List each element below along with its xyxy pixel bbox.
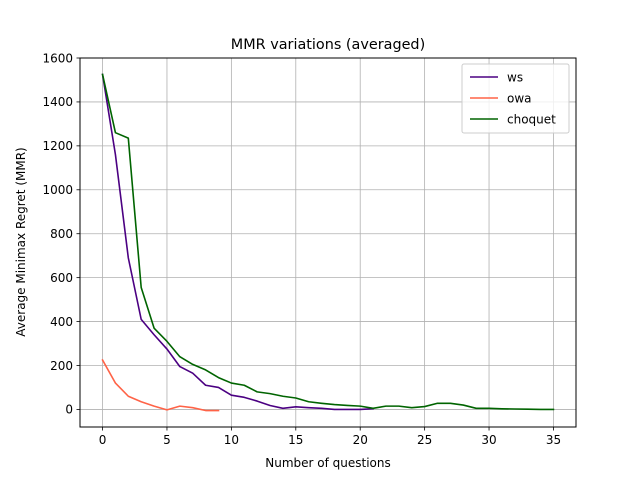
series-layer xyxy=(101,73,555,412)
x-tick-label: 30 xyxy=(481,433,496,447)
y-tick-label: 1600 xyxy=(42,51,73,65)
y-tick-label: 800 xyxy=(50,227,73,241)
x-tick-label: 35 xyxy=(546,433,561,447)
y-tick-label: 1000 xyxy=(42,183,73,197)
legend-label-owa: owa xyxy=(507,91,532,105)
legend: ws owa choquet xyxy=(461,63,570,134)
x-tick-label: 0 xyxy=(99,433,107,447)
series-line-owa xyxy=(101,358,220,412)
chart-title: MMR variations (averaged) xyxy=(231,37,425,53)
x-tick-label: 25 xyxy=(417,433,432,447)
legend-box xyxy=(461,63,570,134)
y-tick-label: 400 xyxy=(50,315,73,329)
y-axis: 0 200 400 600 800 1000 1200 1400 1600 xyxy=(42,51,80,417)
y-tick-label: 1400 xyxy=(42,95,73,109)
y-tick-label: 200 xyxy=(50,359,73,373)
legend-label-choquet: choquet xyxy=(507,112,556,126)
x-tick-label: 5 xyxy=(163,433,171,447)
plot-frame xyxy=(79,57,577,428)
x-tick-label: 10 xyxy=(224,433,239,447)
y-tick-label: 0 xyxy=(65,403,73,417)
legend-label-ws: ws xyxy=(507,70,523,84)
series-line-ws xyxy=(101,73,374,411)
x-axis: 0 5 10 15 20 25 30 35 xyxy=(99,427,561,447)
y-axis-label: Average Minimax Regret (MMR) xyxy=(14,147,28,336)
x-tick-label: 20 xyxy=(353,433,368,447)
series-line-choquet xyxy=(101,73,555,411)
x-tick-label: 15 xyxy=(288,433,303,447)
x-axis-label: Number of questions xyxy=(265,456,391,470)
y-tick-label: 600 xyxy=(50,271,73,285)
y-tick-label: 1200 xyxy=(42,139,73,153)
